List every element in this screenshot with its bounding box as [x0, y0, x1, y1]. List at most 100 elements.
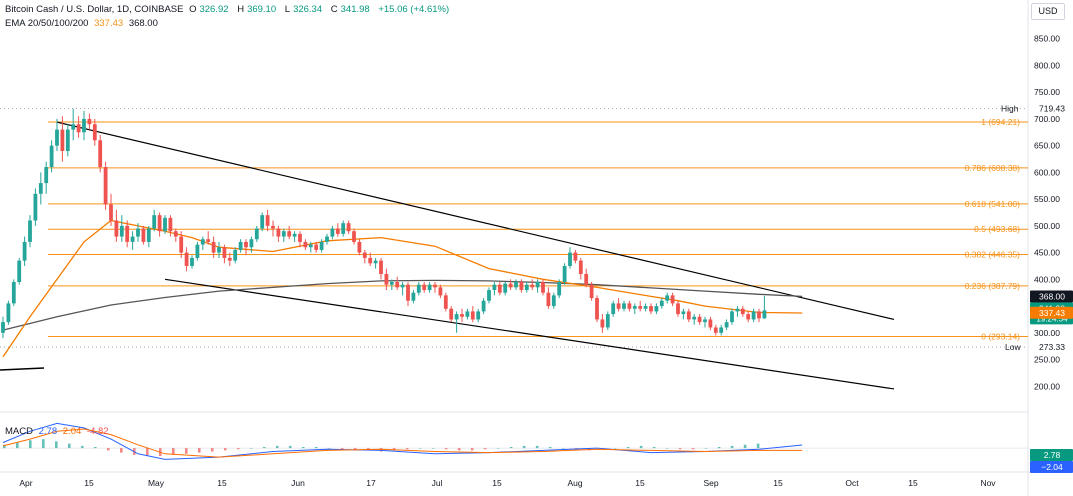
candle-body [724, 322, 729, 328]
candle-body [109, 204, 113, 221]
candle-body [65, 129, 70, 151]
macd-line [2, 422, 803, 460]
candle-body [686, 311, 691, 320]
candle-body [249, 239, 254, 248]
y-tick-label: 700.00 [1034, 114, 1060, 124]
macd-histogram-bar [184, 448, 188, 454]
macd-signal-line [2, 428, 803, 458]
y-tick-label: 200.00 [1034, 381, 1060, 391]
candle-body [11, 282, 16, 304]
candle-body [757, 311, 761, 319]
x-tick-label: Apr [19, 478, 32, 488]
candle-body [287, 231, 292, 237]
x-tick-label: 15 [635, 478, 645, 488]
candle-body [703, 319, 707, 323]
macd-histogram-bar [431, 448, 435, 449]
candle-body [238, 241, 243, 250]
candle-body [535, 282, 540, 288]
price-tag-label-bg [1030, 290, 1073, 303]
price-tag-label: 368.00 [1039, 291, 1065, 301]
macd-histogram-bar [93, 447, 97, 449]
candle-body [335, 228, 340, 234]
candle-body [713, 327, 718, 333]
candle-body [292, 233, 297, 237]
candle-body [319, 241, 324, 250]
candle-body [184, 252, 189, 266]
candle-body [443, 295, 448, 309]
candle-body [632, 306, 637, 309]
y-tick-label: 300.00 [1034, 328, 1060, 338]
macd-histogram-bar [522, 445, 526, 449]
candle-body [524, 284, 529, 291]
ema-label: EMA 20/50/100/200 [5, 18, 89, 29]
candle-body [227, 257, 232, 261]
candle-body [157, 215, 162, 232]
candle-body [265, 215, 270, 226]
candle-body [168, 217, 173, 232]
candle-body [6, 303, 11, 323]
fib-level-label: 1 (694.21) [981, 117, 1020, 127]
candle-body [17, 260, 22, 283]
candle-body [38, 183, 43, 194]
macd-histogram-bar [54, 441, 58, 449]
macd-histogram-bar [210, 448, 214, 452]
candle-body [697, 316, 702, 323]
x-tick-label: Aug [567, 478, 582, 488]
candle-body [762, 310, 767, 319]
candle-body [195, 244, 200, 258]
price-tag-label: 337.43 [1039, 308, 1065, 318]
macd-histogram-bar [743, 444, 747, 449]
candle-body [400, 284, 405, 288]
high-value-tag: 719.43 [1039, 104, 1065, 114]
symbol-legend: Bitcoin Cash / U.S. Dollar, 1D, COINBASE… [5, 4, 450, 15]
candle-body [719, 327, 724, 333]
macd-histogram-bar [223, 448, 227, 451]
macd-histogram-bar [756, 443, 760, 449]
candle-body [330, 228, 335, 237]
macd-histogram-bar [3, 444, 6, 449]
fib-level-label: 0.382 (446.35) [965, 250, 1020, 260]
candle-body [119, 225, 124, 237]
candle-body [395, 282, 400, 288]
candle-body [643, 306, 648, 309]
macd-histogram-bar [444, 448, 448, 450]
macd-histogram-bar [535, 445, 539, 449]
macd-histogram-bar [626, 447, 630, 449]
macd-legend[interactable]: MACD 2.78 2.04 -4.82 [5, 426, 112, 438]
candle-body [676, 303, 680, 315]
x-tick-label: 15 [217, 478, 227, 488]
ema-legend[interactable]: EMA 20/50/100/200 337.43 368.00 [5, 18, 161, 30]
macd-histogram-bar [561, 448, 565, 449]
macd-histogram-bar [457, 448, 461, 451]
candle-body [692, 316, 697, 320]
fib-level-label: 0 (293.14) [981, 331, 1020, 341]
candle-body [373, 260, 378, 264]
candle-body [217, 247, 221, 253]
macd-histogram-bar [314, 447, 318, 449]
macd-histogram-bar [41, 439, 45, 449]
y-tick-label: 250.00 [1034, 355, 1060, 365]
candle-body [595, 298, 599, 320]
candle-body [190, 257, 194, 266]
macd-histogram-bar [275, 445, 279, 449]
macd-tag-1: 2.78 [1044, 450, 1061, 460]
change-value: +15.06 (+4.61%) [378, 4, 450, 15]
high-label: High [1001, 104, 1019, 114]
candle-body [136, 228, 140, 237]
candle-body [362, 252, 367, 258]
candle-body [665, 295, 670, 301]
candle-body [325, 236, 329, 242]
currency-button[interactable]: USD [1031, 3, 1065, 20]
x-tick-label: Jul [432, 478, 443, 488]
trendline-fragment [0, 367, 45, 371]
fib-level-label: 0.786 (608.38) [965, 163, 1020, 173]
macd-histogram-bar [106, 448, 110, 451]
candle-body [411, 292, 416, 301]
symbol-title: Bitcoin Cash / U.S. Dollar, 1D, COINBASE [5, 4, 184, 15]
x-tick-label: 15 [492, 478, 502, 488]
candle-body [508, 283, 513, 288]
candle-body [584, 273, 589, 285]
y-tick-label: 650.00 [1034, 141, 1060, 151]
